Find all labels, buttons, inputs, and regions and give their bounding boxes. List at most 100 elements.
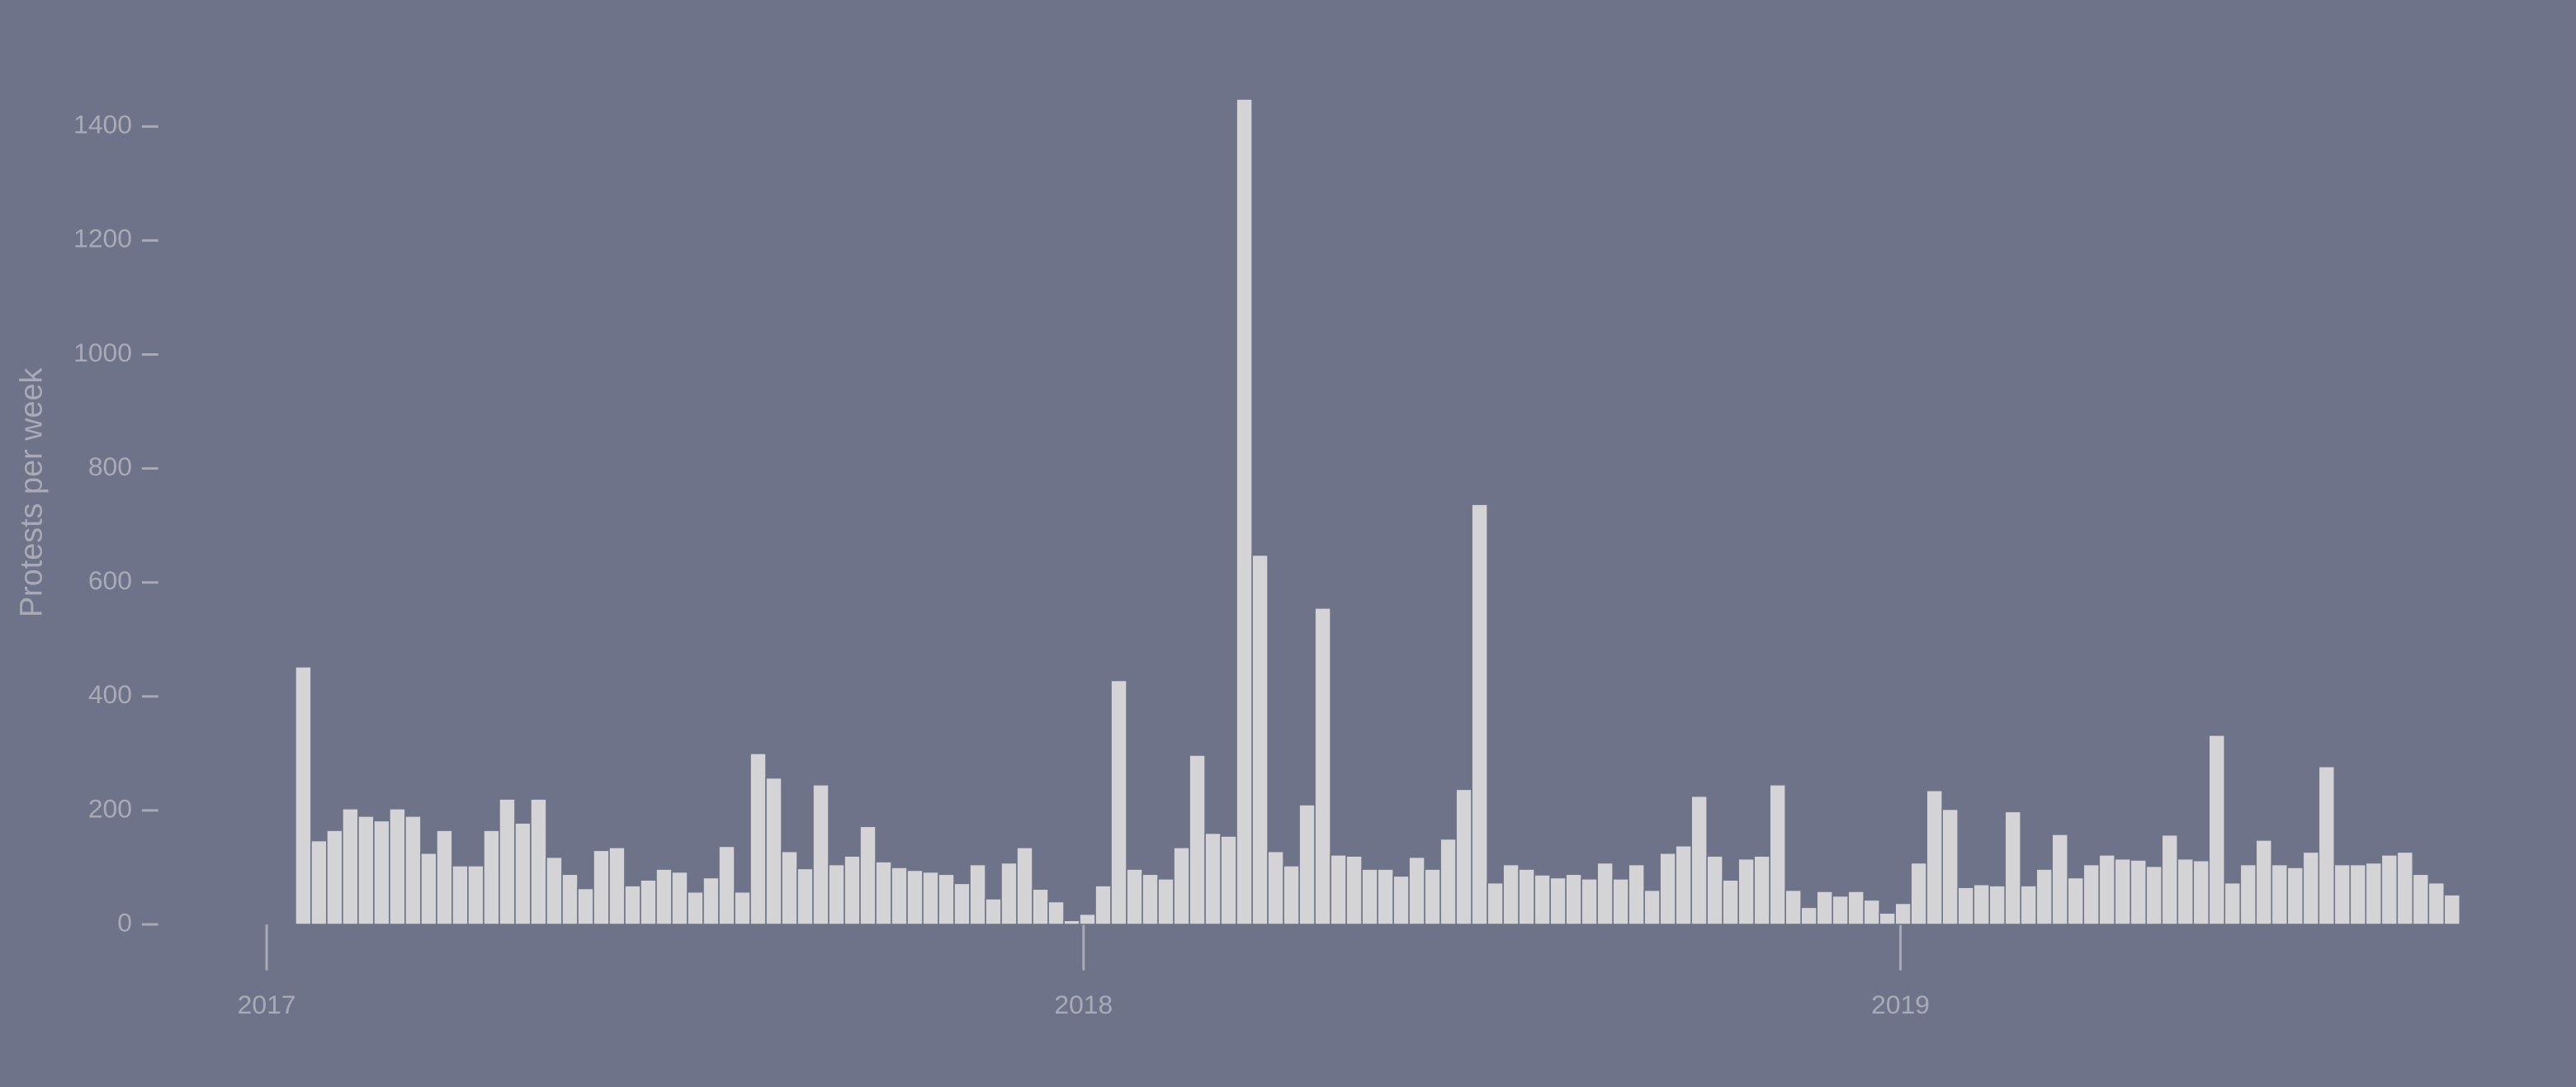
y-tick-label: 400 <box>88 679 132 709</box>
bar <box>2396 851 2414 925</box>
bar <box>796 867 814 925</box>
y-tick-label: 0 <box>117 907 132 937</box>
bar <box>2098 853 2116 925</box>
y-axis-label: Protests per week <box>15 368 50 617</box>
bar <box>1534 874 1551 925</box>
bar <box>640 879 657 925</box>
bar <box>1784 889 1802 925</box>
bar <box>1314 607 1331 925</box>
bar <box>812 784 830 925</box>
bar <box>1581 878 1598 925</box>
bar <box>2161 834 2179 925</box>
bar <box>1894 902 1912 925</box>
bar <box>734 891 751 925</box>
bar <box>624 885 641 925</box>
bar <box>2035 868 2054 925</box>
bar <box>1612 878 1629 925</box>
bar <box>1267 850 1284 925</box>
bar <box>357 815 375 925</box>
x-tick-label: 2017 <box>238 990 296 1019</box>
bar <box>499 798 516 925</box>
bar <box>1706 855 1723 925</box>
bar <box>1251 554 1269 925</box>
bar <box>1047 900 1065 925</box>
bar <box>326 829 343 925</box>
bar <box>1926 789 1944 925</box>
bar <box>1737 858 1755 925</box>
bar <box>1298 804 1316 925</box>
bar <box>2020 885 2038 925</box>
bar <box>2365 862 2383 925</box>
bar <box>1816 891 1834 925</box>
bar <box>1659 852 1676 925</box>
bar <box>1016 847 1033 925</box>
bar <box>953 882 971 925</box>
bar <box>891 867 908 925</box>
bar <box>483 829 500 925</box>
bar <box>1173 847 1190 925</box>
bar <box>1549 877 1567 925</box>
bar <box>1283 865 1300 925</box>
bar <box>1675 844 1692 925</box>
bar <box>2255 839 2273 925</box>
bar <box>530 798 547 925</box>
bar <box>608 847 626 925</box>
bar <box>1377 868 1394 925</box>
bar <box>389 808 406 925</box>
bar <box>561 873 579 925</box>
bar <box>310 839 328 925</box>
bar <box>2302 851 2320 925</box>
bar <box>1973 883 1991 925</box>
bar <box>451 865 469 925</box>
bar <box>514 822 532 925</box>
bar <box>593 849 610 925</box>
bar <box>844 855 861 925</box>
bar <box>1487 881 1504 925</box>
bar <box>859 825 877 925</box>
bar <box>1330 853 1347 925</box>
bar <box>342 808 359 925</box>
bar <box>1408 856 1425 925</box>
bar <box>467 865 484 925</box>
bar <box>1032 888 1049 925</box>
bar <box>1941 808 1959 925</box>
bar <box>2051 834 2069 925</box>
bar <box>1236 98 1253 925</box>
bar <box>828 863 845 925</box>
bar <box>718 845 735 925</box>
bar <box>1565 873 1582 925</box>
bar <box>2192 859 2210 925</box>
bar <box>1345 855 1363 925</box>
bar <box>765 777 782 925</box>
bar <box>2318 765 2336 925</box>
bar <box>781 850 798 925</box>
bar <box>1518 868 1535 925</box>
bar <box>2224 881 2242 925</box>
bar <box>1094 885 1112 925</box>
bar <box>1502 863 1520 925</box>
y-tick-label: 800 <box>88 451 132 481</box>
bar <box>875 861 892 925</box>
bar <box>1769 784 1786 925</box>
bar <box>2443 894 2461 925</box>
bar <box>1392 875 1410 925</box>
y-tick-label: 1000 <box>73 338 132 367</box>
bar <box>2129 859 2148 925</box>
bar <box>671 871 688 925</box>
bar <box>1800 906 1818 925</box>
bar <box>2067 877 2085 925</box>
bar <box>1455 788 1472 925</box>
bar <box>2412 873 2430 925</box>
bar <box>702 877 720 925</box>
bar <box>2271 863 2289 925</box>
bar <box>2177 858 2195 925</box>
x-tick-label: 2019 <box>1871 990 1930 1019</box>
y-tick-label: 200 <box>88 793 132 823</box>
bar <box>938 873 955 925</box>
bar <box>546 856 563 925</box>
bar <box>1439 838 1457 925</box>
bar <box>985 898 1002 925</box>
bar <box>749 753 767 925</box>
bar <box>1220 835 1237 925</box>
